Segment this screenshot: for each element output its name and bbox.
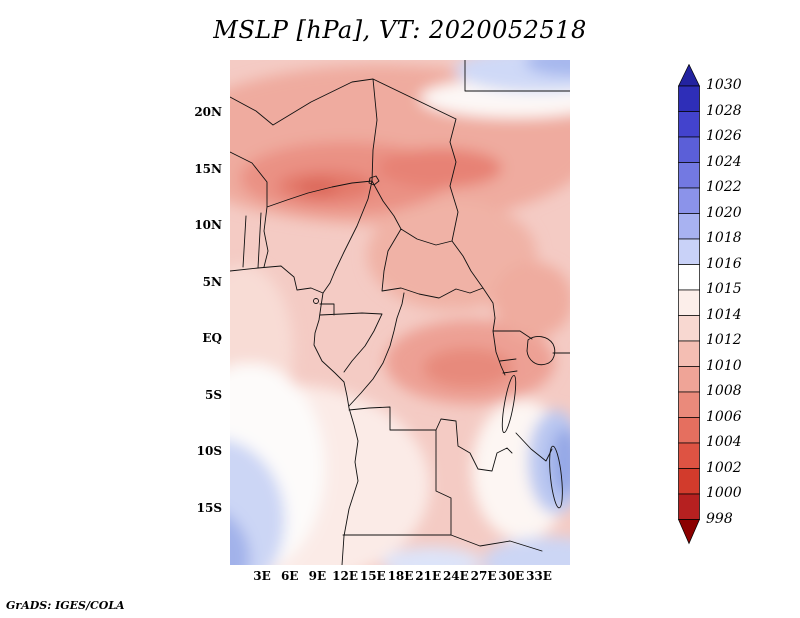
- lat-tick-5S: 5S: [204, 387, 222, 402]
- grads-attribution: GrADS: IGES/COLA: [6, 599, 125, 612]
- colorbar-label-1024: 1024: [706, 153, 742, 170]
- pressure-field: [230, 60, 570, 565]
- coastline: [230, 265, 359, 565]
- lon-tick-27E: 27E: [470, 569, 497, 583]
- colorbar-arrow-top: [677, 63, 701, 87]
- colorbar-segment: [678, 340, 700, 367]
- colorbar-label-1026: 1026: [706, 128, 742, 144]
- colorbar-label-1022: 1022: [706, 179, 742, 195]
- bioko-island: [313, 298, 319, 304]
- colorbar-label-1028: 1028: [706, 102, 742, 119]
- lon-tick-21E: 21E: [415, 569, 442, 583]
- lat-tick-15S: 15S: [196, 500, 222, 515]
- country-borders: [230, 60, 570, 552]
- colorbar-segment: [678, 162, 700, 189]
- colorbar-segment: [678, 85, 700, 112]
- colorbar-label-1008: 1008: [706, 383, 742, 399]
- colorbar-segment: [678, 136, 700, 163]
- lon-tick-15E: 15E: [359, 569, 386, 583]
- colorbar-segment: [678, 493, 700, 520]
- colorbar-labels: 1030 1028 1026 1024 1022 1020 1018 1016 1015 1014…: [706, 0, 756, 618]
- colorbar-label-1018: 1018: [706, 230, 742, 246]
- latitude-axis: 20N 15N 10N 5N EQ 5S 10S 15S: [180, 0, 222, 618]
- lon-tick-9E: 9E: [308, 569, 327, 583]
- colorbar-label-1010: 1010: [706, 357, 742, 374]
- lon-tick-24E: 24E: [442, 569, 469, 583]
- lat-tick-5N: 5N: [202, 274, 222, 289]
- colorbar-label-1000: 1000: [706, 485, 742, 501]
- colorbar-segment: [678, 213, 700, 240]
- colorbar-svg: [677, 63, 701, 545]
- colorbar-segment: [678, 417, 700, 444]
- lat-tick-10N: 10N: [194, 218, 222, 232]
- lon-tick-3E: 3E: [253, 569, 271, 583]
- colorbar-label-998: 998: [706, 510, 733, 527]
- colorbar-label-1020: 1020: [706, 204, 742, 221]
- colorbar-segment: [678, 468, 700, 495]
- longitude-axis: 3E 6E 9E 12E 15E 18E 21E 24E 27E 30E 33E: [0, 569, 800, 589]
- colorbar-label-1006: 1006: [706, 408, 742, 425]
- colorbar-segment: [678, 442, 700, 469]
- colorbar-segment: [678, 391, 700, 418]
- lat-tick-10S: 10S: [196, 444, 222, 458]
- colorbar-segment: [678, 111, 700, 138]
- lon-tick-33E: 33E: [526, 569, 552, 583]
- lat-tick-20N: 20N: [194, 105, 222, 119]
- colorbar-segment: [678, 264, 700, 291]
- colorbar-label-1002: 1002: [706, 459, 742, 476]
- lon-tick-18E: 18E: [387, 569, 414, 583]
- colorbar-label-1030: 1030: [706, 77, 742, 93]
- colorbar: [677, 63, 703, 546]
- lon-tick-12E: 12E: [332, 569, 359, 583]
- colorbar-label-1004: 1004: [706, 434, 742, 450]
- lat-tick-15N: 15N: [194, 161, 222, 176]
- colorbar-label-1016: 1016: [706, 255, 742, 272]
- colorbar-label-1012: 1012: [706, 332, 742, 348]
- colorbar-label-1015: 1015: [706, 281, 742, 297]
- lon-tick-30E: 30E: [498, 569, 525, 583]
- colorbar-arrow-bottom: [677, 519, 701, 545]
- colorbar-segment: [678, 315, 700, 342]
- colorbar-segment: [678, 289, 700, 316]
- colorbar-label-1014: 1014: [706, 306, 742, 323]
- pressure-map: [230, 60, 570, 565]
- colorbar-segment: [678, 238, 700, 265]
- lat-tick-EQ: EQ: [202, 331, 222, 345]
- colorbar-segment: [678, 366, 700, 393]
- plot-title: MSLP [hPa], VT: 2020052518: [213, 16, 587, 44]
- colorbar-segment: [678, 187, 700, 214]
- lakes: [368, 175, 563, 509]
- lon-tick-6E: 6E: [280, 569, 299, 583]
